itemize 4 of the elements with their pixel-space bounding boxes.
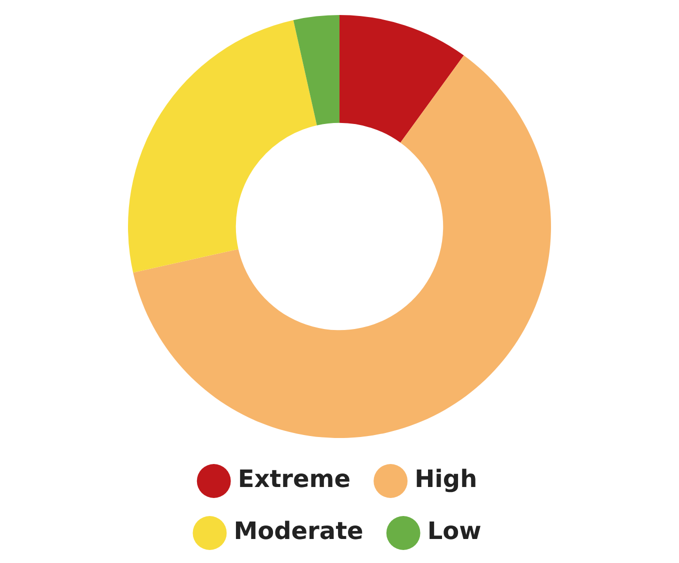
legend-label: Moderate — [234, 517, 364, 546]
legend-label: High — [414, 465, 478, 494]
legend-label: Low — [427, 517, 482, 546]
legend-label: Extreme — [238, 465, 351, 494]
